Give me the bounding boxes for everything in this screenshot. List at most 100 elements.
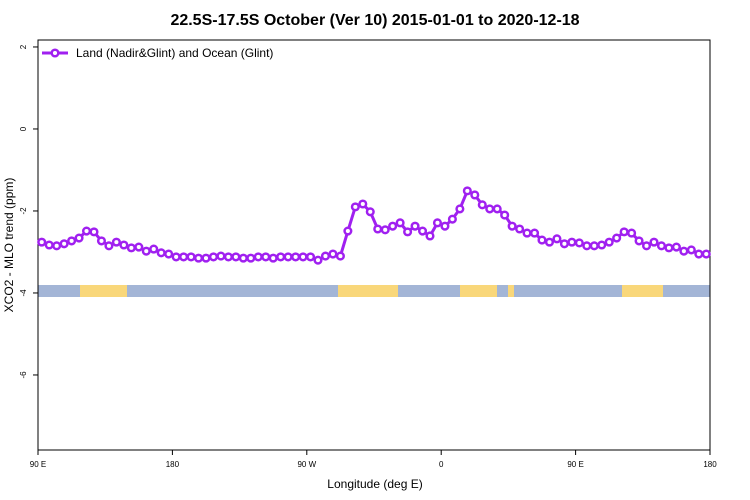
data-point [350,202,360,212]
data-point [567,237,577,247]
data-point [298,252,308,262]
y-tick-label: -6 [19,371,28,379]
data-point [193,253,204,263]
data-point [634,236,644,246]
legend-label: Land (Nadir&Glint) and Ocean (Glint) [76,46,273,60]
data-point [432,218,443,228]
x-tick-label: 0 [439,460,444,469]
land-band [622,285,663,297]
data-point [305,252,316,262]
plot-frame [37,39,711,451]
data-point [141,246,151,256]
data-point [223,252,233,262]
data-point [164,249,174,259]
data-point [417,226,428,236]
y-tick-label: -2 [19,207,28,215]
data-point [522,228,532,238]
data-point [604,237,614,247]
land-band [80,285,127,297]
data-point [52,241,62,251]
data-point [395,218,405,228]
data-point [126,243,136,253]
land-ocean-band [38,285,710,297]
data-point [44,240,54,250]
land-band [460,285,497,297]
data-point [380,225,390,235]
data-point [403,227,413,237]
y-axis-label: XCO2 - MLO trend (ppm) [2,178,16,313]
data-point [186,252,196,262]
data-point [701,249,711,259]
data-point [365,207,375,217]
data-point [179,252,189,262]
data-point [679,246,689,256]
data-point [231,252,241,262]
data-point [485,204,495,214]
y-tick-label: -4 [19,289,28,297]
data-point [320,251,331,261]
x-tick-label: 90 W [297,460,316,469]
data-point [37,237,47,247]
data-point [74,233,84,243]
data-point [358,199,368,209]
data-point [291,252,301,262]
data-point [612,233,622,243]
data-point [649,237,659,247]
data-point [67,236,77,246]
data-point [447,214,457,224]
data-point [171,252,181,262]
y-tick-label: 0 [19,126,28,131]
data-point [477,200,487,210]
x-tick-label: 180 [166,460,180,469]
data-point [81,226,92,236]
data-point [216,251,226,261]
data-point [313,255,323,265]
data-point [119,240,129,250]
data-point [149,244,159,254]
x-tick-label: 90 E [567,460,583,469]
data-point [552,234,562,244]
x-tick-label: 180 [703,460,717,469]
chart-title: 22.5S-17.5S October (Ver 10) 2015-01-01 … [170,12,579,29]
data-point [582,241,592,251]
data-point [671,242,681,252]
data-point [544,237,555,247]
land-band [338,285,398,297]
data-point [268,253,278,263]
data-point [686,245,696,255]
data-point [134,242,144,252]
data-point [276,252,286,262]
data-point [529,228,540,238]
x-axis-label: Longitude (deg E) [327,477,422,491]
data-point [507,221,517,231]
data-point [515,224,525,234]
data-point [589,241,599,251]
data-point [156,248,166,258]
data-point [253,252,263,262]
data-point [574,238,584,248]
data-point [559,239,569,249]
data-point [373,224,383,234]
data-point [89,227,99,237]
data-point [627,228,637,238]
data-point [619,227,629,237]
data-point [537,235,547,245]
data-point [283,252,293,262]
data-point [261,252,271,262]
data-point [59,239,69,249]
data-point [656,241,667,251]
data-point [96,236,107,246]
data-point [597,240,607,250]
data-point [238,253,248,263]
data-point [104,241,114,251]
data-point [328,249,338,259]
data-point [246,253,256,263]
data-point [425,231,435,241]
data-point [335,251,345,261]
data-point [664,243,674,253]
land-band [508,285,514,297]
data-point [492,204,502,214]
data-point [462,186,472,196]
data-point [410,221,420,231]
